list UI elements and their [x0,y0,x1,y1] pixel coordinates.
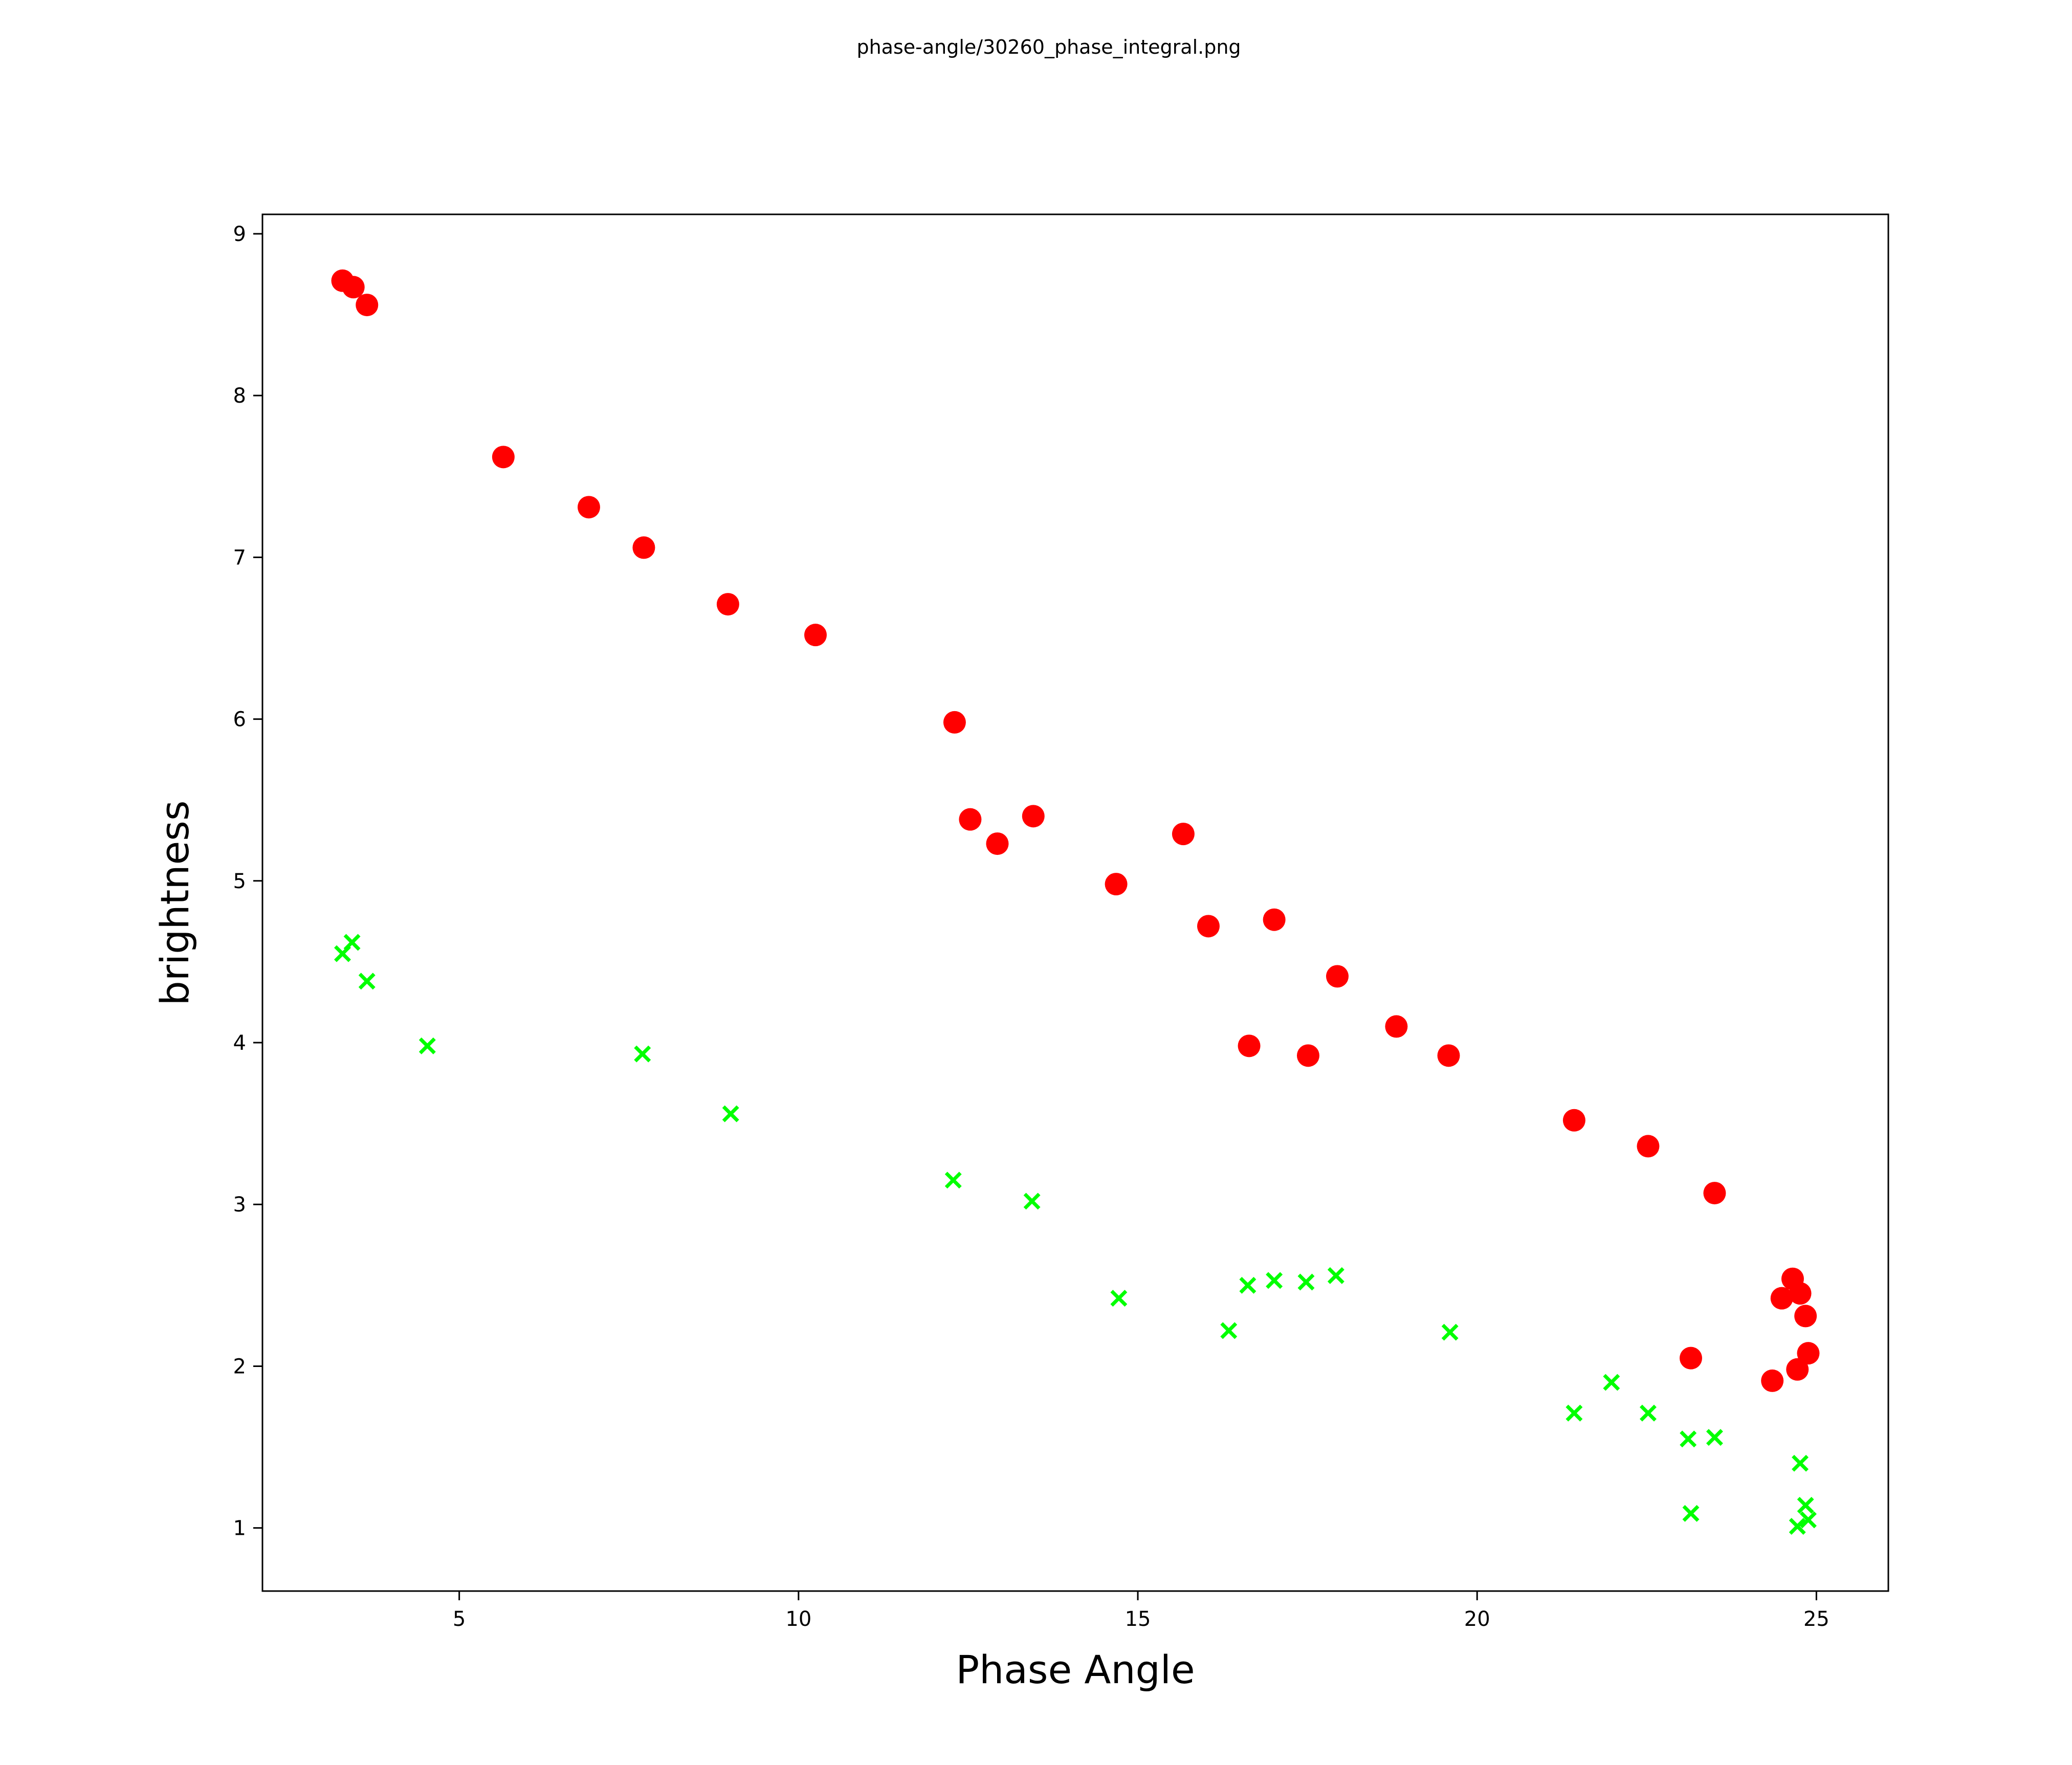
green-point [1682,1505,1700,1522]
red-point [1770,1287,1793,1310]
green-point [1706,1429,1723,1446]
y-tick-label: 6 [233,708,246,732]
y-tick-label: 3 [233,1193,246,1217]
green-point [1220,1322,1238,1339]
green-point [722,1105,739,1122]
green-point [1266,1272,1283,1289]
red-point [1385,1015,1408,1038]
y-tick-label: 4 [233,1031,246,1055]
green-point [1023,1193,1041,1210]
red-point [342,276,365,299]
red-point [1172,823,1195,846]
red-point [943,711,966,734]
red-point [632,536,655,559]
x-tick-label: 15 [1125,1607,1151,1631]
red-point [492,446,515,469]
red-point [1263,908,1286,931]
red-point [1238,1034,1261,1057]
y-tick-label: 7 [233,546,246,569]
red-point [1680,1347,1703,1370]
red-point [959,808,982,831]
x-axis-label: Phase Angle [956,1647,1195,1692]
green-point [1327,1267,1344,1284]
green-point [1239,1276,1257,1294]
red-point [1022,805,1045,828]
green-point [944,1172,962,1189]
green-point [1792,1454,1809,1472]
y-axis-label: brightness [152,801,197,1006]
x-tick-label: 10 [785,1607,811,1631]
red-point [356,294,379,317]
y-tick-label: 8 [233,384,246,408]
red-point [986,832,1009,855]
red-point [1797,1342,1820,1365]
green-point [1110,1290,1128,1307]
red-point [1437,1044,1460,1067]
x-tick-label: 25 [1803,1607,1829,1631]
green-point [1297,1273,1315,1291]
chart-title: phase-angle/30260_phase_integral.png [856,36,1241,58]
red-point [1786,1358,1809,1381]
red-point [804,624,827,647]
green-point [418,1037,436,1054]
green-point [1639,1404,1657,1422]
y-tick-label: 5 [233,870,246,893]
series-red-circles [331,269,1820,1392]
series-green-crosses [334,934,1817,1535]
y-tick-label: 1 [233,1517,246,1540]
y-tick-label: 2 [233,1355,246,1378]
red-point [1296,1044,1319,1067]
red-point [1637,1135,1660,1158]
green-point [1566,1404,1583,1422]
red-point [577,496,600,519]
red-point [716,593,739,616]
x-tick-label: 5 [453,1607,466,1631]
green-point [358,973,376,990]
y-tick-label: 9 [233,223,246,246]
green-point [343,934,361,951]
red-point [1794,1305,1817,1328]
red-point [1197,915,1220,938]
green-point [1797,1496,1814,1514]
green-point [1441,1323,1459,1341]
green-point [1789,1518,1806,1535]
green-point [634,1045,651,1063]
red-point [1703,1182,1726,1205]
red-point [1105,873,1128,896]
plot-frame [261,213,1889,1592]
red-point [1326,965,1349,988]
red-point [1562,1109,1585,1132]
green-point [1800,1511,1817,1529]
green-point [1680,1430,1697,1448]
red-point [1761,1369,1784,1392]
red-point [1789,1282,1812,1305]
x-tick-label: 20 [1464,1607,1490,1631]
green-point [1603,1374,1620,1391]
